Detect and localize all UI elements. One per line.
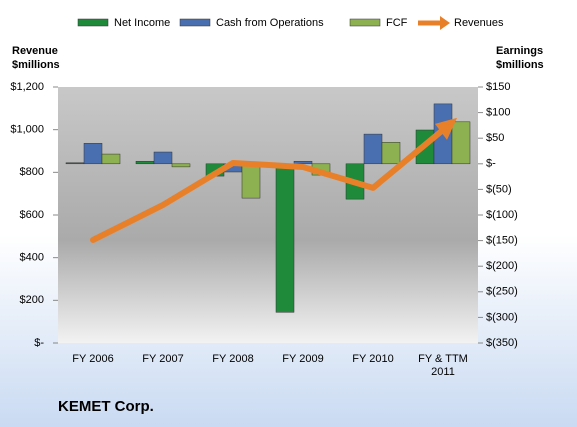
bar — [101, 153, 121, 165]
line-arrow — [435, 117, 457, 140]
bar — [293, 160, 313, 165]
line — [90, 126, 446, 243]
legend-swatch — [77, 18, 109, 27]
y2-tick-label: $100 — [486, 107, 510, 119]
y2-tick-label: $(250) — [486, 286, 518, 298]
y2-tick-label: $(150) — [486, 235, 518, 247]
legend-swatch — [349, 18, 381, 27]
y2-axis-title: Earnings $millions — [496, 45, 544, 71]
legend-swatch — [440, 16, 450, 30]
y2-tick-label: $(300) — [486, 311, 518, 323]
bar — [153, 151, 173, 165]
x-tick-label: FY 2007 — [142, 353, 184, 365]
y2-tick-label: $(50) — [486, 183, 512, 195]
bar — [381, 142, 401, 165]
x-tick-label: FY 2008 — [212, 353, 254, 365]
y-tick-label: $400 — [20, 252, 44, 264]
bar — [241, 163, 261, 199]
legend-label: Net Income — [114, 17, 170, 29]
legend-label: Revenues — [454, 17, 504, 29]
bar — [83, 143, 103, 165]
y2-tick-label: $- — [486, 158, 496, 170]
legend-label: FCF — [386, 17, 408, 29]
bar — [363, 133, 383, 165]
bar — [65, 162, 85, 165]
legend-label: Cash from Operations — [216, 17, 324, 29]
y-tick-label: $1,000 — [10, 124, 44, 136]
y-tick-label: $200 — [20, 294, 44, 306]
chart-title: KEMET Corp. — [58, 398, 154, 415]
bar — [171, 163, 191, 168]
y-tick-label: $- — [34, 337, 44, 349]
y2-tick-label: $(100) — [486, 209, 518, 221]
bar — [135, 160, 155, 165]
y-tick-label: $800 — [20, 166, 44, 178]
plot-area — [58, 87, 478, 343]
x-tick-label: FY 2010 — [352, 353, 394, 365]
legend-swatch — [179, 18, 211, 27]
y-tick-label: $600 — [20, 209, 44, 221]
y-tick-label: $1,200 — [10, 81, 44, 93]
x-tick-label: FY 2009 — [282, 353, 324, 365]
bar — [451, 121, 471, 165]
x-tick-label: FY 2006 — [72, 353, 114, 365]
bar — [275, 163, 295, 313]
y2-tick-label: $(350) — [486, 337, 518, 349]
y2-tick-label: $(200) — [486, 260, 518, 272]
y2-tick-label: $50 — [486, 132, 504, 144]
x-tick-label: FY & TTM 2011 — [418, 353, 468, 378]
y2-tick-label: $150 — [486, 81, 510, 93]
y-axis-title: Revenue $millions — [12, 45, 60, 71]
